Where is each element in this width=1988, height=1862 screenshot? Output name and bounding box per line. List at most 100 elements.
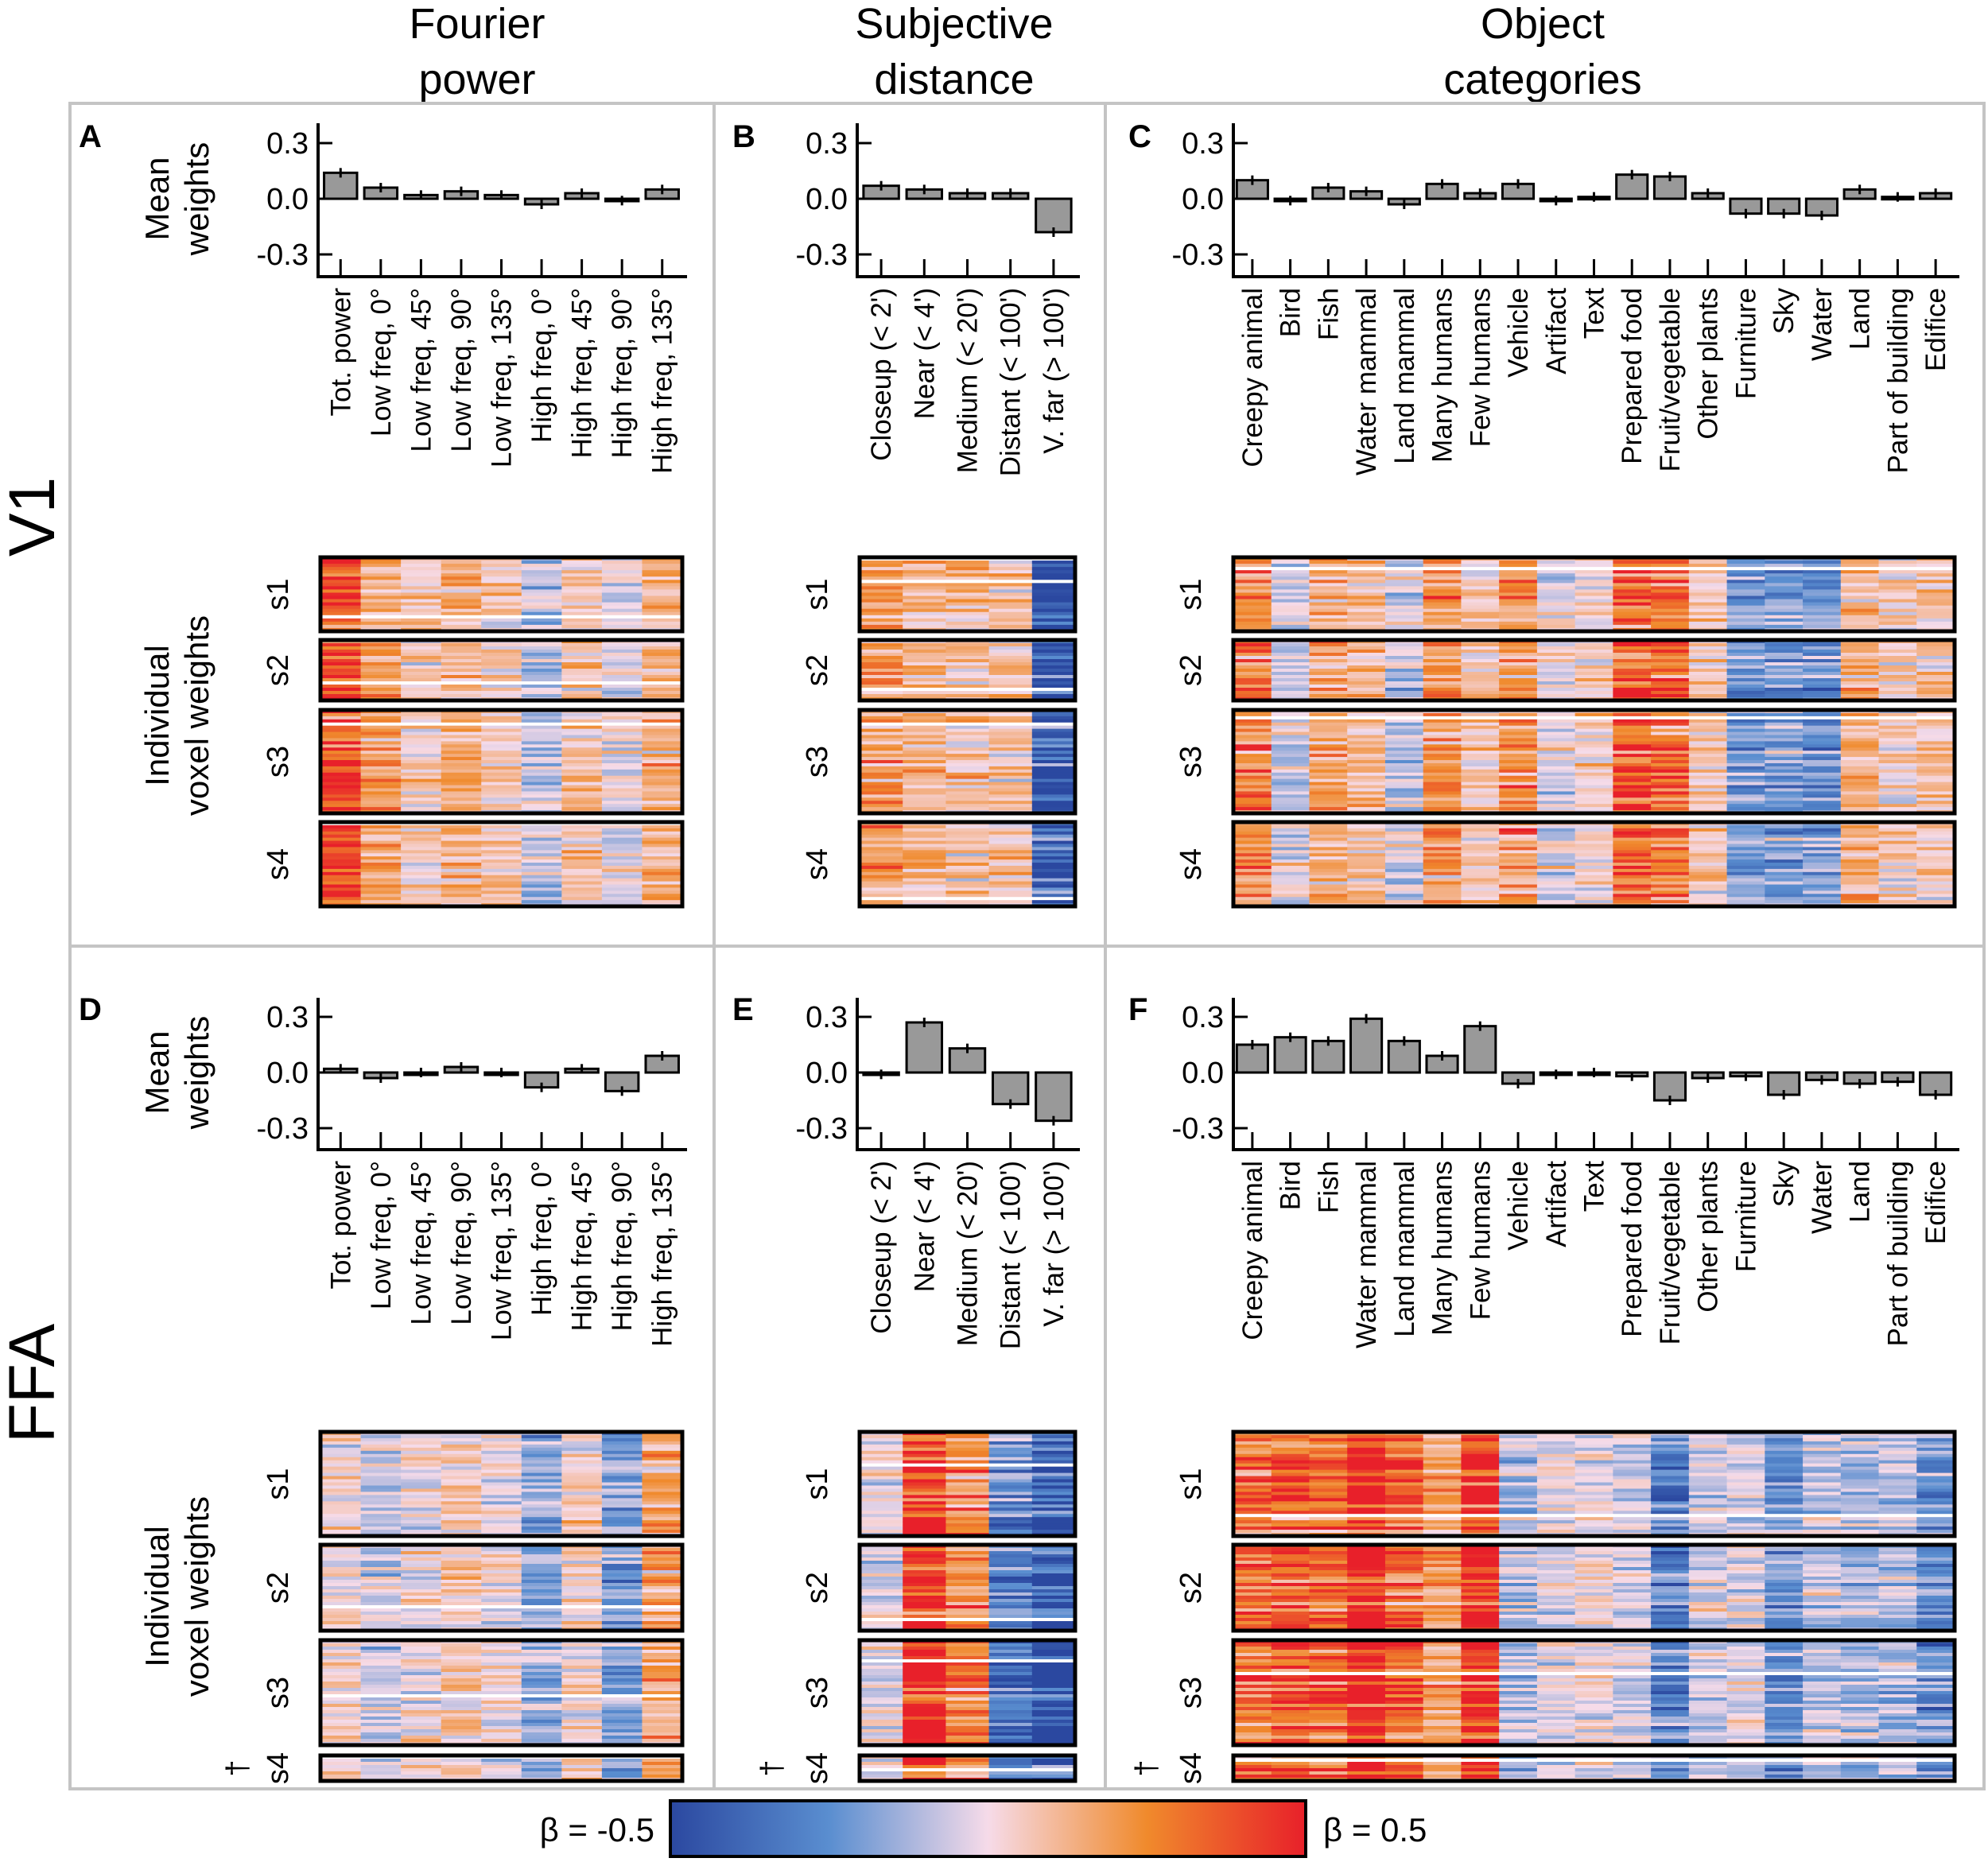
heatmap-cell <box>642 738 683 742</box>
heatmap-cell <box>1499 807 1538 811</box>
heatmap-cell <box>360 618 402 623</box>
heatmap-cell <box>945 856 990 860</box>
heatmap-cell <box>521 1570 562 1574</box>
heatmap-cell <box>860 1548 903 1552</box>
heatmap-cell <box>601 868 643 873</box>
heatmap-cell <box>481 1710 522 1714</box>
heatmap-cell <box>860 1583 903 1587</box>
heatmap-s3 <box>318 708 685 816</box>
heatmap-cell <box>1765 775 1804 780</box>
heatmap-cell <box>401 1736 442 1740</box>
heatmap-cell <box>945 586 990 591</box>
y-tick-label: 0.0 <box>806 183 848 216</box>
heatmap-cell <box>401 1717 442 1720</box>
heatmap-cell <box>1726 605 1765 610</box>
heatmap-cell <box>988 1682 1033 1685</box>
heatmap-cell <box>441 599 482 603</box>
heatmap-cell <box>401 1507 442 1511</box>
heatmap-cell <box>1651 856 1690 860</box>
heatmap-cell <box>441 751 482 754</box>
heatmap-cell <box>1347 719 1386 723</box>
heatmap-cell <box>1423 725 1462 730</box>
heatmap-cell <box>1233 747 1272 751</box>
heatmap-cell <box>320 646 362 650</box>
heatmap-cell <box>320 643 362 647</box>
heatmap-cell <box>1574 856 1613 860</box>
heatmap-cell <box>360 894 402 898</box>
heatmap-cell <box>1651 567 1690 571</box>
heatmap-cell <box>1384 868 1424 873</box>
heatmap-cell <box>561 1561 603 1565</box>
heatmap-cell <box>1233 719 1272 723</box>
heatmap-cell <box>1613 731 1652 736</box>
heatmap-cell <box>561 1675 603 1679</box>
heatmap-cell <box>521 1672 562 1676</box>
heatmap-cell <box>903 894 946 898</box>
heatmap-cell <box>401 1492 442 1495</box>
heatmap-cell <box>1688 738 1728 742</box>
heatmap-cell <box>1765 576 1804 580</box>
heatmap-cell <box>1651 884 1690 889</box>
heatmap-cell <box>860 1592 903 1596</box>
heatmap-cell <box>1688 653 1728 657</box>
heatmap-cell <box>360 757 402 761</box>
heatmap-cell <box>481 881 522 886</box>
heatmap-cell <box>360 570 402 574</box>
heatmap-cell <box>561 656 603 660</box>
heatmap-cell <box>481 725 522 730</box>
heatmap-cell <box>860 589 903 594</box>
heatmap-cell <box>1916 878 1955 883</box>
heatmap-cell <box>1574 741 1613 745</box>
heatmap-cell <box>1031 665 1076 669</box>
heatmap-cell <box>1765 570 1804 574</box>
heatmap-cell <box>360 722 402 727</box>
heatmap-cell <box>441 1530 482 1534</box>
heatmap-cell <box>988 573 1033 577</box>
heatmap-cell <box>1384 595 1424 600</box>
heatmap-cell <box>1233 605 1272 610</box>
heatmap-cell <box>945 1580 990 1584</box>
heatmap-cell <box>481 859 522 863</box>
heatmap-cell <box>903 797 946 801</box>
heatmap-cell <box>1461 576 1500 580</box>
heatmap-cell <box>988 797 1033 801</box>
heatmap-cell <box>561 592 603 597</box>
header-fourier-line1: Fourier <box>409 0 545 48</box>
heatmap-cell <box>1031 897 1076 901</box>
heatmap-cell <box>1423 595 1462 600</box>
heatmap-cell <box>521 1608 562 1612</box>
heatmap-cell <box>401 785 442 789</box>
heatmap-cell <box>320 1707 362 1711</box>
heatmap-cell <box>601 757 643 761</box>
heatmap-cell <box>1309 769 1348 774</box>
heatmap-cell <box>1461 624 1500 629</box>
heatmap-cell <box>945 688 990 692</box>
heatmap-cell <box>1384 694 1424 698</box>
heatmap-cell <box>1726 719 1765 723</box>
heatmap-cell <box>1916 716 1955 720</box>
heatmap-cell <box>521 1504 562 1508</box>
heatmap-cell <box>1651 760 1690 764</box>
heatmap-cell <box>521 772 562 777</box>
heatmap-cell <box>1840 772 1880 777</box>
heatmap-cell <box>1613 646 1652 650</box>
heatmap-cell <box>945 728 990 733</box>
heatmap-cell <box>441 1659 482 1663</box>
heatmap-cell <box>642 1596 683 1600</box>
heatmap-cell <box>988 837 1033 842</box>
heatmap-cell <box>1613 760 1652 764</box>
heatmap-cell <box>320 567 362 571</box>
heatmap-cell <box>1916 719 1955 723</box>
heatmap-cell <box>1031 1437 1076 1442</box>
heatmap-cell <box>521 712 562 717</box>
heatmap-cell <box>1233 611 1272 616</box>
heatmap-cell <box>1574 685 1613 689</box>
heatmap-cell <box>860 875 903 879</box>
heatmap-cell <box>860 595 903 600</box>
heatmap-cell <box>988 1507 1033 1511</box>
heatmap-cell <box>1613 599 1652 603</box>
heatmap-cell <box>988 1678 1033 1682</box>
heatmap-cell <box>1878 794 1917 798</box>
heatmap-cell <box>481 788 522 793</box>
heatmap-cell <box>1233 618 1272 623</box>
